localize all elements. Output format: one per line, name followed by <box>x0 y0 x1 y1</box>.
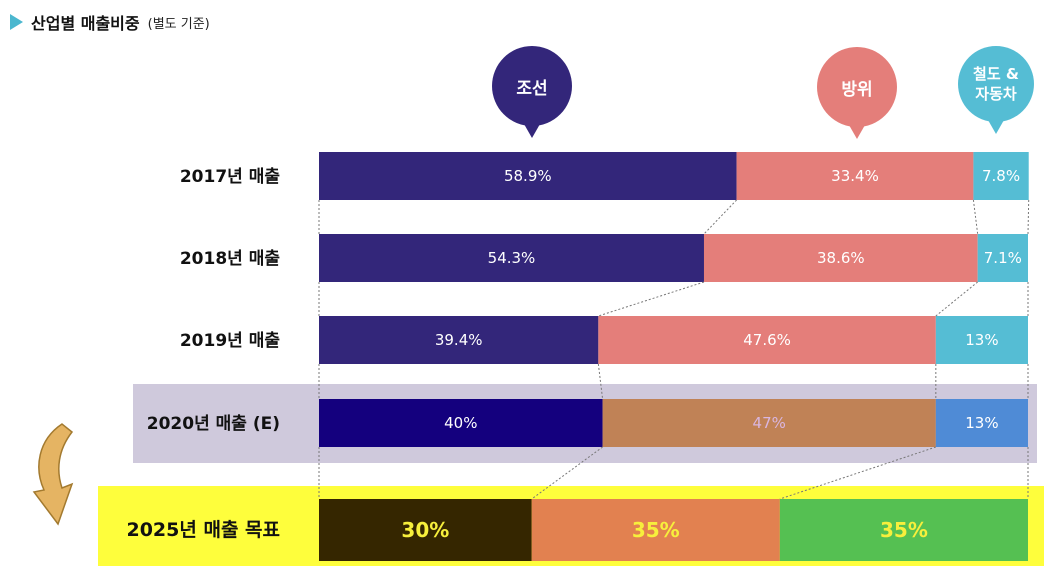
connector-line <box>598 281 705 317</box>
chart-title: 산업별 매출비중 (별도 기준) <box>10 10 210 34</box>
connector-line <box>597 363 604 400</box>
data-label: 35% <box>880 518 928 542</box>
curved-arrow-icon <box>32 423 74 526</box>
category-label: 2025년 매출 목표 <box>126 519 280 541</box>
data-label: 13% <box>965 414 998 432</box>
legend-bubble-label: 철도 & 자동차 <box>973 65 1019 103</box>
bar-segment <box>973 152 1029 200</box>
bar-segment <box>935 316 1028 364</box>
category-label: 2020년 매출 (E) <box>147 414 280 434</box>
data-label: 13% <box>965 331 998 349</box>
data-label: 54.3% <box>488 249 536 267</box>
bar-segment <box>531 499 780 561</box>
triangle-bullet-icon <box>10 14 23 30</box>
data-label: 7.8% <box>982 167 1020 185</box>
data-label: 58.9% <box>504 167 552 185</box>
bar-segment <box>935 399 1028 447</box>
data-label: 47.6% <box>743 331 791 349</box>
legend-bubble-label: 조선 <box>516 78 548 99</box>
bar-segment <box>598 316 936 364</box>
connector-line <box>703 199 737 235</box>
bar-segment <box>602 399 936 447</box>
connector-line <box>972 199 979 235</box>
chart-title-text: 산업별 매출비중 <box>31 14 140 33</box>
data-label: 7.1% <box>984 249 1022 267</box>
category-label: 2018년 매출 <box>180 249 281 269</box>
bar-segment <box>736 152 974 200</box>
chart-subtitle: (별도 기준) <box>147 16 210 32</box>
connector-line <box>779 446 936 500</box>
connector-line <box>531 446 603 500</box>
data-label: 39.4% <box>435 331 483 349</box>
bar-segment <box>703 234 978 282</box>
bar-segment <box>779 499 1028 561</box>
data-label: 38.6% <box>817 249 865 267</box>
bar-segment <box>319 152 737 200</box>
bar-segment <box>319 399 603 447</box>
data-label: 47% <box>753 414 786 432</box>
legend-bubble-shipbuilding: 조선 <box>492 46 572 126</box>
category-label: 2017년 매출 <box>180 167 281 187</box>
bar-segment <box>977 234 1028 282</box>
connector-line <box>1027 199 1030 235</box>
legend-bubble-rail-auto: 철도 & 자동차 <box>958 46 1034 122</box>
data-label: 33.4% <box>831 167 879 185</box>
category-label: 2019년 매출 <box>180 331 281 351</box>
bar-segment <box>319 499 532 561</box>
bar-segment <box>319 234 704 282</box>
data-label: 35% <box>632 518 680 542</box>
connector-line <box>935 281 978 317</box>
legend-bubble-defense: 방위 <box>817 47 897 127</box>
bar-segment <box>319 316 599 364</box>
data-label: 30% <box>401 518 449 542</box>
data-label: 40% <box>444 414 477 432</box>
legend-bubble-label: 방위 <box>841 79 873 100</box>
